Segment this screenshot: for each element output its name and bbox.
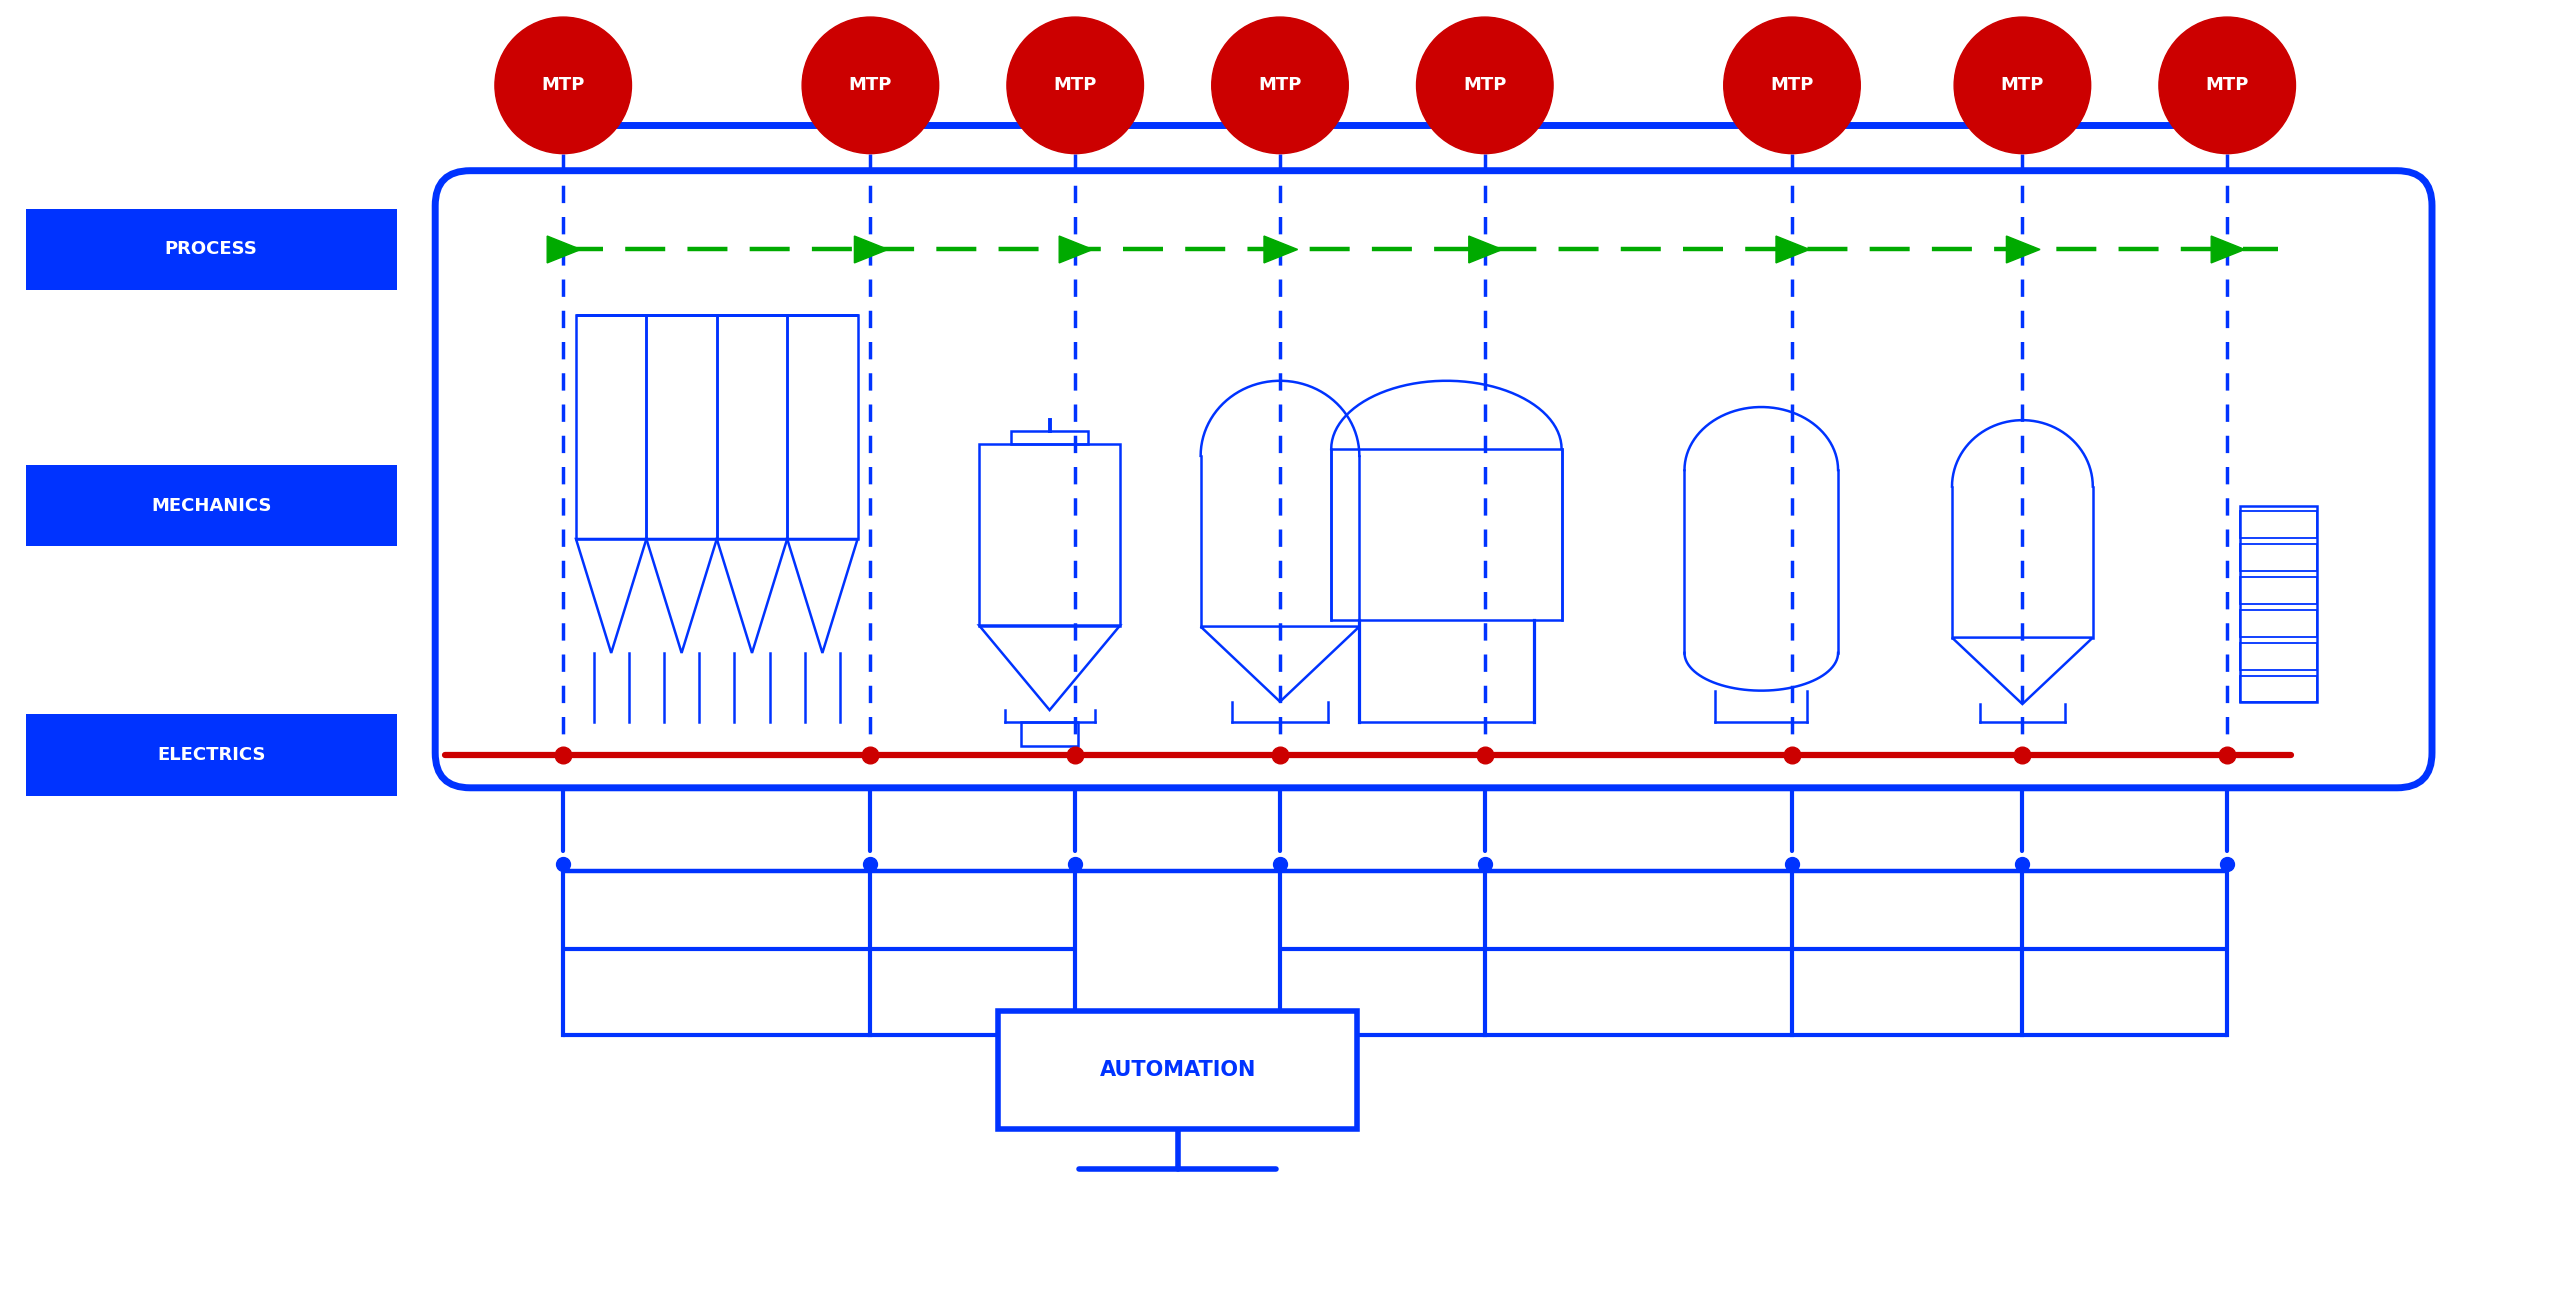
Bar bbox=[2240, 578, 2317, 604]
FancyBboxPatch shape bbox=[26, 465, 397, 546]
FancyBboxPatch shape bbox=[26, 714, 397, 796]
Bar bbox=[2240, 643, 2317, 670]
Bar bbox=[2240, 506, 2317, 702]
Bar bbox=[2240, 544, 2317, 571]
Bar bbox=[1021, 722, 1078, 746]
Text: ELECTRICS: ELECTRICS bbox=[156, 746, 266, 764]
Polygon shape bbox=[548, 236, 581, 263]
Circle shape bbox=[1416, 17, 1554, 154]
Text: PROCESS: PROCESS bbox=[164, 240, 259, 259]
Text: MTP: MTP bbox=[850, 76, 891, 95]
Polygon shape bbox=[1469, 236, 1503, 263]
Text: AUTOMATION: AUTOMATION bbox=[1098, 1060, 1257, 1081]
Text: MTP: MTP bbox=[1772, 76, 1812, 95]
Bar bbox=[576, 315, 648, 540]
Text: MTP: MTP bbox=[1260, 76, 1300, 95]
Bar bbox=[1331, 449, 1562, 620]
Circle shape bbox=[1006, 17, 1144, 154]
Circle shape bbox=[801, 17, 940, 154]
Text: MECHANICS: MECHANICS bbox=[151, 496, 271, 515]
Polygon shape bbox=[1777, 236, 1810, 263]
Bar bbox=[1011, 431, 1088, 444]
Polygon shape bbox=[2212, 236, 2245, 263]
Text: MTP: MTP bbox=[1055, 76, 1096, 95]
Bar bbox=[788, 315, 858, 540]
FancyBboxPatch shape bbox=[998, 1011, 1357, 1129]
Bar bbox=[2240, 512, 2317, 538]
FancyBboxPatch shape bbox=[26, 209, 397, 290]
Circle shape bbox=[494, 17, 632, 154]
Text: MTP: MTP bbox=[2002, 76, 2043, 95]
Circle shape bbox=[1211, 17, 1349, 154]
Text: MTP: MTP bbox=[1464, 76, 1505, 95]
Polygon shape bbox=[855, 236, 888, 263]
Bar bbox=[717, 315, 788, 540]
Polygon shape bbox=[2007, 236, 2040, 263]
Circle shape bbox=[1953, 17, 2092, 154]
Bar bbox=[648, 315, 717, 540]
Text: MTP: MTP bbox=[2207, 76, 2248, 95]
Bar bbox=[2240, 676, 2317, 702]
Polygon shape bbox=[1060, 236, 1093, 263]
Bar bbox=[2240, 611, 2317, 637]
Polygon shape bbox=[1265, 236, 1298, 263]
Bar bbox=[980, 444, 1121, 625]
Circle shape bbox=[2158, 17, 2296, 154]
Circle shape bbox=[1723, 17, 1861, 154]
Text: MTP: MTP bbox=[543, 76, 584, 95]
